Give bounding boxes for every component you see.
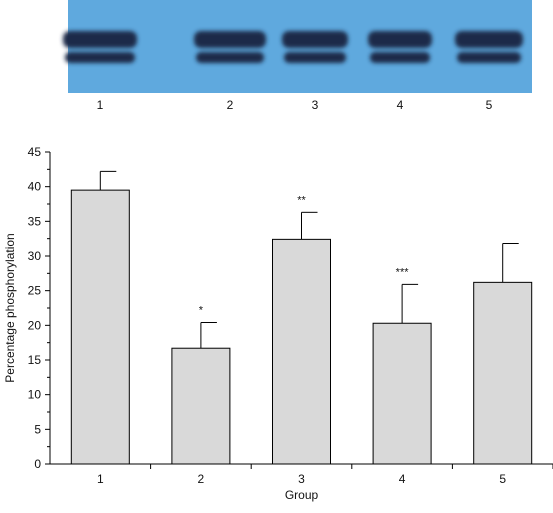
blot-band-lower	[457, 52, 521, 63]
western-blot: 1 2 3 4 5	[63, 0, 532, 112]
y-tick-label: 35	[28, 214, 42, 228]
blot-band-upper	[282, 31, 348, 48]
blot-band-lower	[284, 52, 346, 63]
x-tick-label: 4	[399, 472, 406, 486]
blot-band-upper	[455, 31, 523, 48]
y-tick-label: 0	[34, 457, 41, 471]
blot-lane-label: 5	[486, 98, 493, 112]
y-tick-label: 5	[34, 422, 41, 436]
blot-band-lower	[196, 52, 264, 63]
bar	[70, 189, 130, 465]
blot-lane-labels: 1 2 3 4 5	[97, 98, 493, 112]
y-tick-label: 20	[28, 318, 42, 332]
blot-bands	[63, 31, 523, 63]
blot-lane-label: 1	[97, 98, 104, 112]
bar	[372, 322, 432, 465]
y-tick-label: 30	[28, 249, 42, 263]
y-tick-label: 10	[28, 388, 42, 402]
blot-band-lower	[370, 52, 430, 63]
bar	[171, 347, 231, 465]
x-tick-label: 1	[97, 472, 104, 486]
significance-marker: **	[297, 194, 306, 206]
significance-marker: *	[199, 305, 204, 317]
x-tick-label: 3	[298, 472, 305, 486]
significance-marker: ***	[396, 266, 410, 278]
x-axis-label: Group	[285, 488, 319, 502]
blot-band-upper	[368, 31, 432, 48]
x-tick-label: 5	[499, 472, 506, 486]
y-tick-label: 40	[28, 180, 42, 194]
x-tick-label: 2	[198, 472, 205, 486]
y-tick-label: 25	[28, 284, 42, 298]
chart-bars: 1 * 2 ** 3 *** 4 5	[70, 170, 533, 486]
blot-lane-label: 4	[397, 98, 404, 112]
y-tick-label: 15	[28, 353, 42, 367]
y-tick-label: 45	[28, 145, 42, 159]
blot-band-upper	[194, 31, 266, 48]
bar	[473, 281, 533, 465]
y-axis-label: Percentage phosphorylation	[3, 233, 17, 382]
blot-lane-label: 2	[227, 98, 234, 112]
blot-band-upper	[63, 31, 137, 48]
blot-lane-label: 3	[312, 98, 319, 112]
blot-band-lower	[65, 52, 135, 63]
bar	[272, 238, 331, 465]
